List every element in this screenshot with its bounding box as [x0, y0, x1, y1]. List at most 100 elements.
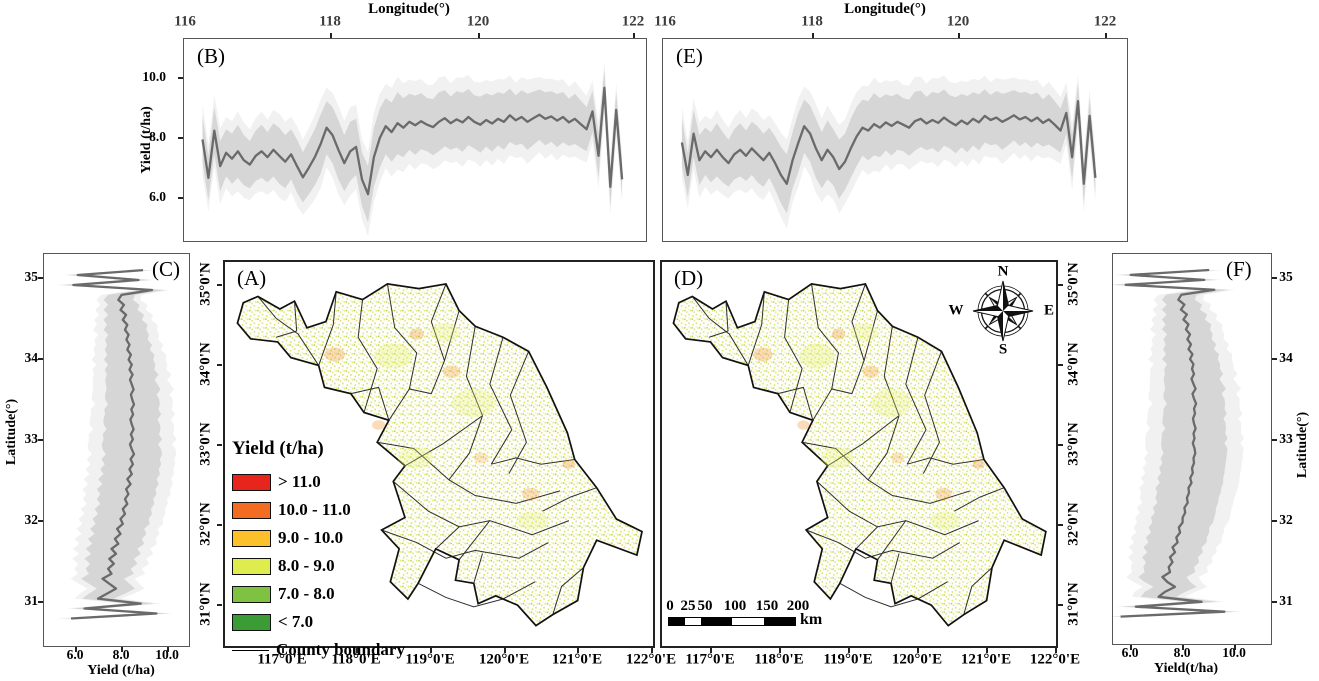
- tick-mark: [217, 524, 222, 526]
- map-lon-tick-label: 117°0'E: [257, 651, 307, 668]
- lat-tick-label: 34: [24, 350, 39, 365]
- yield-tick-label: 6.0: [1121, 645, 1139, 660]
- lon-tick-label: 120: [946, 13, 970, 30]
- map-D-yield: [660, 260, 1058, 648]
- latitude-axis-label-C: Latitude(°): [4, 398, 19, 466]
- panel-E-longitude-profile: [662, 38, 1128, 242]
- lon-tick-label: 116: [654, 13, 676, 30]
- tick-mark: [1130, 645, 1132, 650]
- legend-swatch-7-8: [232, 585, 271, 603]
- lat-tick-label: 32: [1279, 512, 1293, 527]
- tick-mark: [1058, 444, 1063, 446]
- lon-tick-label: 122: [621, 13, 645, 30]
- scalebar-segment: [763, 618, 795, 625]
- map-lat-tick-label: 33°0'N: [197, 422, 214, 466]
- map-lon-tick-label: 118°0'E: [754, 651, 804, 668]
- map-lat-tick-label: 32°0'N: [1065, 502, 1082, 546]
- longitude-axis-title-right: Longitude(°): [844, 1, 926, 17]
- tick-mark: [986, 648, 988, 653]
- legend-swatch-gt11: [232, 473, 271, 491]
- scalebar-unit-label: km: [800, 611, 823, 628]
- tick-mark: [38, 358, 43, 360]
- legend-label: 9.0 - 10.0: [278, 528, 344, 547]
- tick-mark: [38, 439, 43, 441]
- tick-mark: [178, 197, 183, 199]
- yield-longitude-profile-chart-B: [201, 61, 624, 237]
- map-lat-tick-label: 34°0'N: [197, 342, 214, 386]
- scalebar-segment: [700, 618, 732, 625]
- scalebar-tick-label: 100: [723, 598, 747, 614]
- tick-mark: [1058, 364, 1063, 366]
- tick-mark: [710, 648, 712, 653]
- tick-mark: [1105, 33, 1107, 38]
- yield-axis-label-C: Yield (t/ha): [87, 663, 155, 678]
- panel-C-latitude-profile: [43, 253, 190, 647]
- lon-tick-label: 118: [319, 13, 341, 30]
- tick-mark: [577, 648, 579, 653]
- map-lon-tick-label: 120°0'E: [891, 651, 943, 668]
- tick-mark: [1272, 439, 1277, 441]
- tick-mark: [1234, 645, 1236, 650]
- tick-mark: [38, 277, 43, 279]
- panel-label-E: (E): [676, 44, 703, 68]
- map-lat-tick-label: 33°0'N: [1065, 422, 1082, 466]
- map-lon-tick-label: 117°0'E: [685, 651, 735, 668]
- tick-mark: [1272, 358, 1277, 360]
- yield-tick-label: 6.0: [149, 189, 166, 204]
- yield-tick-label: 8.0: [149, 129, 166, 144]
- tick-mark: [282, 648, 284, 653]
- yield-axis-label-F: Yield(t/ha): [1153, 661, 1219, 676]
- longitude-axis-title-left: Longitude(°): [368, 1, 450, 17]
- tick-mark: [779, 648, 781, 653]
- legend-item: > 11.0: [232, 468, 405, 496]
- tick-mark: [1272, 520, 1277, 522]
- legend-item: 10.0 - 11.0: [232, 496, 405, 524]
- tick-mark: [167, 647, 169, 652]
- map-lat-tick-label: 31°0'N: [1065, 582, 1082, 626]
- tick-mark: [121, 647, 123, 652]
- panel-label-A: (A): [237, 266, 267, 290]
- yield-tick-label: 10.0: [142, 69, 166, 84]
- legend-swatch-9-10: [232, 529, 271, 547]
- tick-mark: [430, 648, 432, 653]
- legend-item: 8.0 - 9.0: [232, 552, 405, 580]
- tick-mark: [217, 284, 222, 286]
- map-lat-tick-label: 35°0'N: [1065, 262, 1082, 306]
- tick-mark: [1182, 645, 1184, 650]
- yield-latitude-profile-chart-C: [54, 268, 177, 620]
- tick-mark: [812, 33, 814, 38]
- legend-swatch-lt7: [232, 613, 271, 631]
- tick-mark: [38, 601, 43, 603]
- tick-mark: [917, 648, 919, 653]
- tick-mark: [504, 648, 506, 653]
- tick-mark: [217, 364, 222, 366]
- map-lon-tick-label: 119°0'E: [823, 651, 873, 668]
- compass-rose-icon: [972, 280, 1034, 342]
- lon-tick-label: 120: [466, 13, 490, 30]
- legend-item: < 7.0: [232, 608, 405, 636]
- map-lat-tick-label: 31°0'N: [197, 582, 214, 626]
- map-A-yield: [223, 260, 655, 648]
- scalebar-tick-label: 50: [697, 598, 713, 614]
- map-lon-tick-label: 120°0'E: [478, 651, 530, 668]
- legend-swatch-10-11: [232, 501, 271, 519]
- panel-B-longitude-profile: [183, 38, 647, 242]
- tick-mark: [633, 33, 635, 38]
- lat-tick-label: 34: [1279, 350, 1293, 365]
- tick-mark: [75, 647, 77, 652]
- scalebar-segment: [669, 618, 685, 625]
- scalebar-tick-label: 150: [755, 598, 779, 614]
- legend-label: > 11.0: [278, 472, 321, 491]
- tick-mark: [1272, 277, 1277, 279]
- tick-mark: [178, 77, 183, 79]
- compass-e-label: E: [1043, 302, 1055, 319]
- panel-label-B: (B): [197, 44, 225, 68]
- scalebar-tick-label: 0: [666, 598, 674, 614]
- map-lon-tick-label: 119°0'E: [405, 651, 455, 668]
- scalebar: [668, 617, 796, 626]
- lon-tick-label: 118: [801, 13, 823, 30]
- yield-legend: Yield (t/ha) > 11.0 10.0 - 11.0 9.0 - 10…: [232, 438, 405, 664]
- yield-tick-label: 10.0: [155, 647, 179, 662]
- map-lat-tick-label: 34°0'N: [1065, 342, 1082, 386]
